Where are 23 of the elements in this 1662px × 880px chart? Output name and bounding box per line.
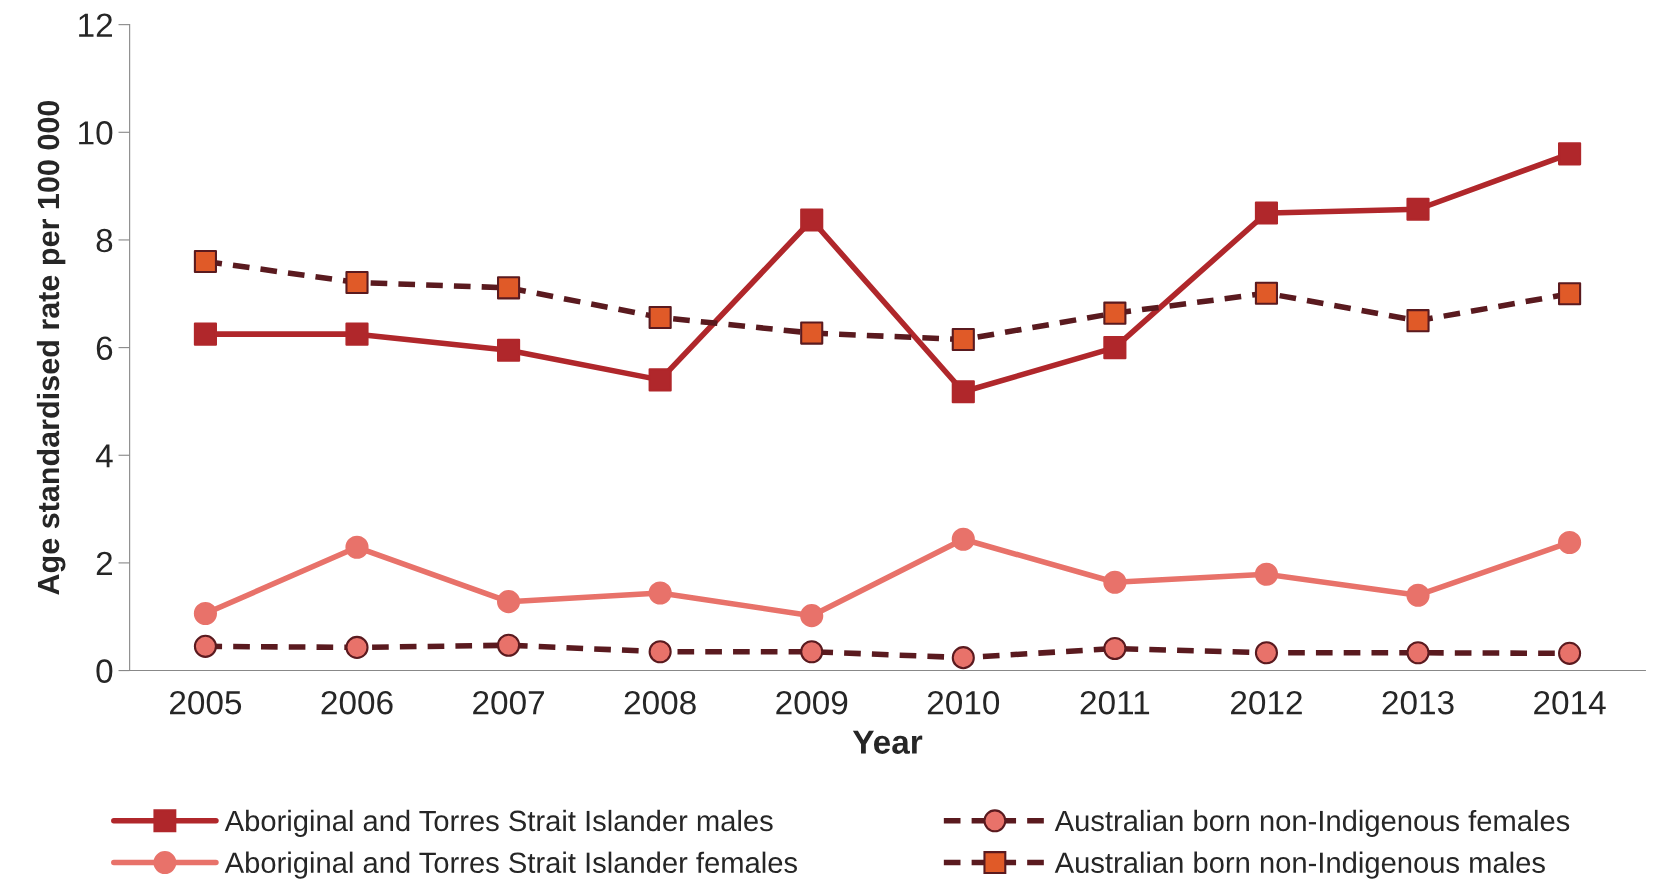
x-tick-label: 2006 bbox=[321, 690, 393, 715]
y-tick-label: 0 bbox=[96, 659, 113, 683]
y-tick-label: 12 bbox=[79, 13, 112, 37]
x-tick-label: 2014 bbox=[1534, 690, 1606, 715]
legend-label: Australian born non-Indigenous females bbox=[1054, 809, 1570, 838]
legend-label: Aboriginal and Torres Strait Islander females bbox=[224, 851, 797, 879]
y-axis-title: Age standardised rate per 100 000 bbox=[36, 100, 66, 595]
x-tick-label: 2009 bbox=[776, 690, 848, 715]
x-tick-label: 2013 bbox=[1382, 690, 1454, 715]
y-tick-label: 8 bbox=[96, 228, 113, 253]
x-tick-label: 2010 bbox=[927, 690, 1000, 715]
x-tick-label: 2011 bbox=[1080, 690, 1150, 715]
x-tick-label: 2008 bbox=[624, 690, 696, 715]
legend-label: Aboriginal and Torres Strait Islander males bbox=[224, 809, 773, 838]
y-tick-label: 4 bbox=[95, 444, 113, 468]
x-axis-title: Year bbox=[852, 730, 923, 754]
x-tick-label: 2005 bbox=[170, 690, 242, 715]
legend-label: Australian born non-Indigenous males bbox=[1054, 851, 1545, 879]
y-tick-label: 6 bbox=[96, 336, 113, 361]
y-tick-label: 10 bbox=[79, 121, 113, 145]
y-tick-label: 2 bbox=[96, 551, 112, 575]
x-tick-label: 2012 bbox=[1231, 690, 1302, 715]
x-tick-label: 2007 bbox=[473, 690, 544, 715]
